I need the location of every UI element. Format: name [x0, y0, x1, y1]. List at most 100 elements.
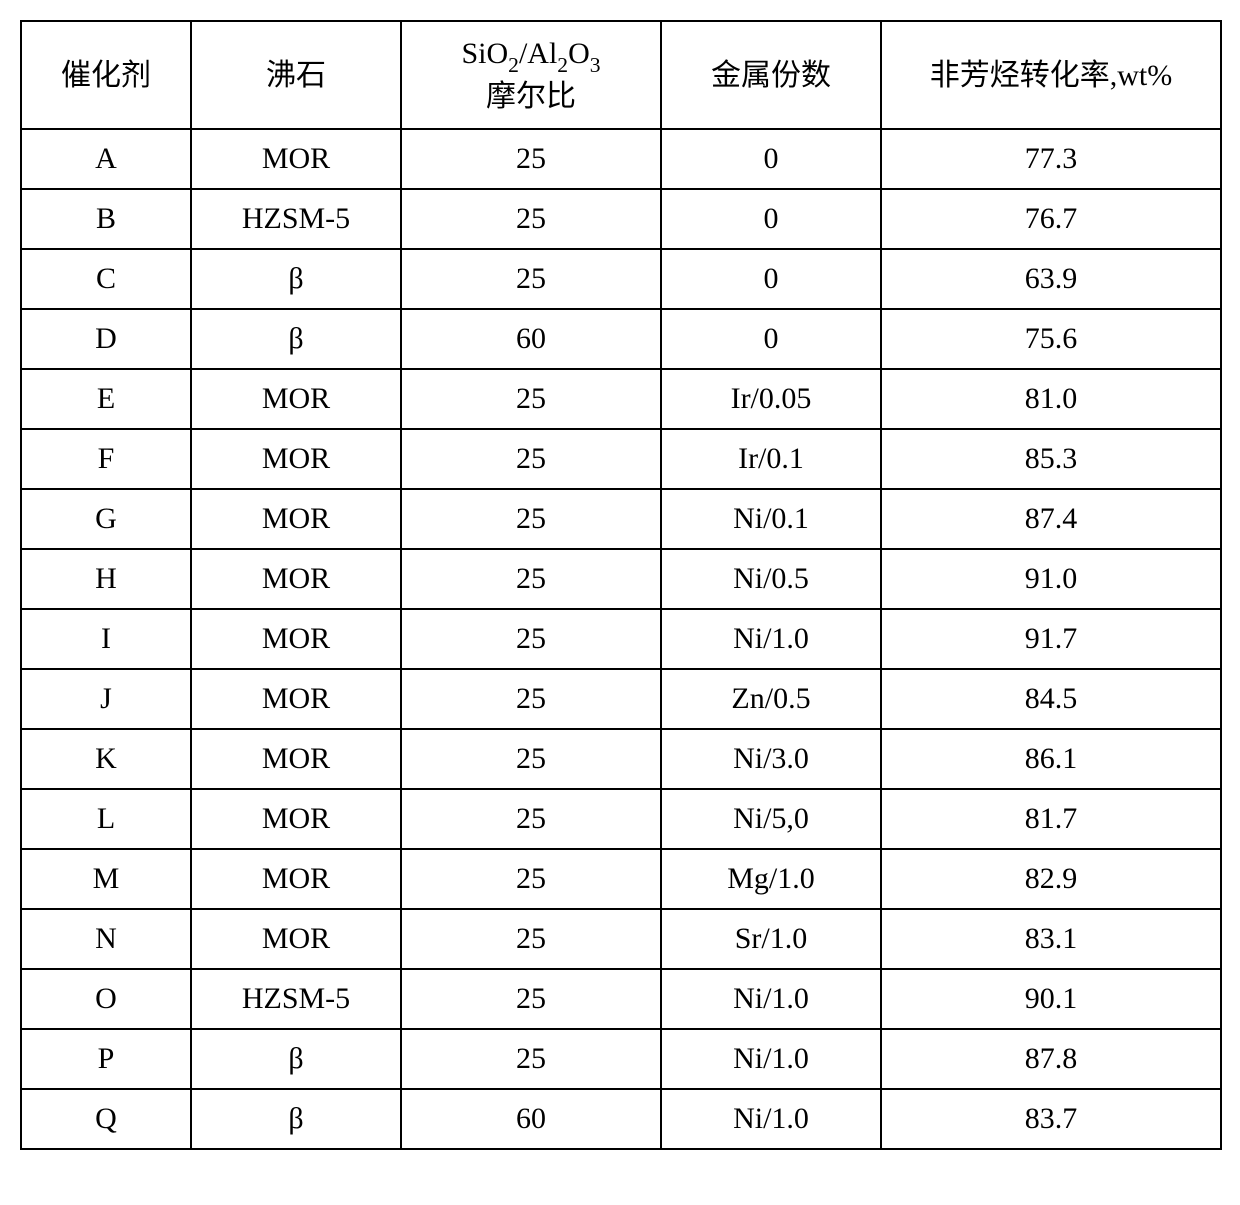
cell-catalyst: P	[21, 1029, 191, 1089]
cell-ratio: 25	[401, 849, 661, 909]
table-header: 催化剂 沸石 SiO2/Al2O3摩尔比 金属份数 非芳烃转化率,wt%	[21, 21, 1221, 129]
cell-metal: Ni/1.0	[661, 609, 881, 669]
cell-catalyst: K	[21, 729, 191, 789]
cell-zeolite: MOR	[191, 669, 401, 729]
cell-catalyst: N	[21, 909, 191, 969]
cell-ratio: 25	[401, 429, 661, 489]
col-metal: 金属份数	[661, 21, 881, 129]
cell-conv: 82.9	[881, 849, 1221, 909]
cell-ratio: 25	[401, 729, 661, 789]
table-row: NMOR25Sr/1.083.1	[21, 909, 1221, 969]
cell-zeolite: MOR	[191, 429, 401, 489]
cell-metal: 0	[661, 129, 881, 189]
table-row: Cβ25063.9	[21, 249, 1221, 309]
cell-zeolite: HZSM-5	[191, 189, 401, 249]
cell-metal: Ni/1.0	[661, 1089, 881, 1149]
cell-zeolite: MOR	[191, 789, 401, 849]
col-zeolite: 沸石	[191, 21, 401, 129]
cell-conv: 63.9	[881, 249, 1221, 309]
catalyst-table: 催化剂 沸石 SiO2/Al2O3摩尔比 金属份数 非芳烃转化率,wt% AMO…	[20, 20, 1222, 1150]
cell-conv: 83.7	[881, 1089, 1221, 1149]
cell-conv: 91.7	[881, 609, 1221, 669]
cell-conv: 90.1	[881, 969, 1221, 1029]
table-body: AMOR25077.3BHZSM-525076.7Cβ25063.9Dβ6007…	[21, 129, 1221, 1149]
table-row: KMOR25Ni/3.086.1	[21, 729, 1221, 789]
table-row: JMOR25Zn/0.584.5	[21, 669, 1221, 729]
cell-zeolite: MOR	[191, 729, 401, 789]
cell-conv: 85.3	[881, 429, 1221, 489]
cell-conv: 81.7	[881, 789, 1221, 849]
table-row: Pβ25Ni/1.087.8	[21, 1029, 1221, 1089]
cell-ratio: 25	[401, 609, 661, 669]
cell-zeolite: β	[191, 249, 401, 309]
cell-conv: 76.7	[881, 189, 1221, 249]
cell-ratio: 25	[401, 909, 661, 969]
cell-zeolite: β	[191, 1029, 401, 1089]
col-ratio: SiO2/Al2O3摩尔比	[401, 21, 661, 129]
cell-conv: 87.4	[881, 489, 1221, 549]
cell-metal: Ni/0.5	[661, 549, 881, 609]
cell-metal: Sr/1.0	[661, 909, 881, 969]
cell-catalyst: G	[21, 489, 191, 549]
table-row: OHZSM-525Ni/1.090.1	[21, 969, 1221, 1029]
cell-catalyst: H	[21, 549, 191, 609]
cell-metal: Ir/0.05	[661, 369, 881, 429]
cell-metal: Zn/0.5	[661, 669, 881, 729]
cell-catalyst: B	[21, 189, 191, 249]
cell-ratio: 25	[401, 189, 661, 249]
header-row: 催化剂 沸石 SiO2/Al2O3摩尔比 金属份数 非芳烃转化率,wt%	[21, 21, 1221, 129]
cell-metal: Ni/0.1	[661, 489, 881, 549]
cell-conv: 87.8	[881, 1029, 1221, 1089]
cell-conv: 75.6	[881, 309, 1221, 369]
table-row: EMOR25Ir/0.0581.0	[21, 369, 1221, 429]
cell-conv: 77.3	[881, 129, 1221, 189]
table-row: LMOR25Ni/5,081.7	[21, 789, 1221, 849]
cell-zeolite: β	[191, 1089, 401, 1149]
table-row: Qβ60Ni/1.083.7	[21, 1089, 1221, 1149]
cell-metal: 0	[661, 309, 881, 369]
cell-catalyst: A	[21, 129, 191, 189]
cell-catalyst: F	[21, 429, 191, 489]
cell-ratio: 25	[401, 969, 661, 1029]
cell-ratio: 25	[401, 549, 661, 609]
cell-catalyst: C	[21, 249, 191, 309]
col-catalyst: 催化剂	[21, 21, 191, 129]
cell-catalyst: M	[21, 849, 191, 909]
col-conv: 非芳烃转化率,wt%	[881, 21, 1221, 129]
table-row: HMOR25Ni/0.591.0	[21, 549, 1221, 609]
cell-zeolite: MOR	[191, 609, 401, 669]
cell-catalyst: L	[21, 789, 191, 849]
cell-ratio: 25	[401, 789, 661, 849]
cell-zeolite: MOR	[191, 489, 401, 549]
cell-zeolite: HZSM-5	[191, 969, 401, 1029]
cell-catalyst: O	[21, 969, 191, 1029]
cell-conv: 83.1	[881, 909, 1221, 969]
cell-conv: 86.1	[881, 729, 1221, 789]
cell-zeolite: MOR	[191, 549, 401, 609]
cell-catalyst: E	[21, 369, 191, 429]
cell-metal: Ir/0.1	[661, 429, 881, 489]
cell-ratio: 25	[401, 369, 661, 429]
cell-ratio: 25	[401, 489, 661, 549]
cell-ratio: 60	[401, 309, 661, 369]
cell-catalyst: D	[21, 309, 191, 369]
cell-metal: Ni/1.0	[661, 969, 881, 1029]
cell-metal: 0	[661, 249, 881, 309]
cell-ratio: 25	[401, 249, 661, 309]
cell-conv: 91.0	[881, 549, 1221, 609]
cell-zeolite: MOR	[191, 909, 401, 969]
cell-metal: Mg/1.0	[661, 849, 881, 909]
table-row: IMOR25Ni/1.091.7	[21, 609, 1221, 669]
cell-catalyst: Q	[21, 1089, 191, 1149]
table-row: Dβ60075.6	[21, 309, 1221, 369]
table-row: FMOR25Ir/0.185.3	[21, 429, 1221, 489]
cell-ratio: 25	[401, 129, 661, 189]
cell-ratio: 60	[401, 1089, 661, 1149]
cell-ratio: 25	[401, 1029, 661, 1089]
table-row: MMOR25Mg/1.082.9	[21, 849, 1221, 909]
cell-catalyst: I	[21, 609, 191, 669]
table-row: BHZSM-525076.7	[21, 189, 1221, 249]
cell-zeolite: β	[191, 309, 401, 369]
cell-ratio: 25	[401, 669, 661, 729]
table-row: AMOR25077.3	[21, 129, 1221, 189]
